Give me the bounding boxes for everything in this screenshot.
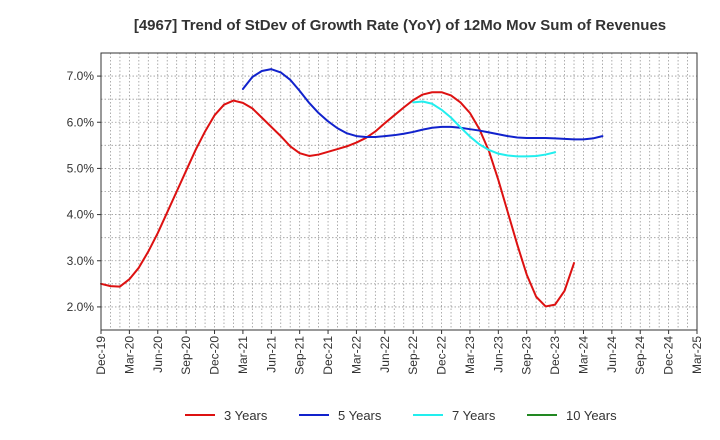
legend-label: 7 Years [452, 408, 496, 423]
x-axis-ticks: Dec-19 Mar-20 Jun-20 Sep-20 Dec-20 Mar-21 Jun-… [94, 330, 704, 375]
x-tick-label: Sep-24 [633, 336, 647, 375]
x-tick-label: Sep-20 [179, 336, 193, 375]
legend-label: 3 Years [224, 408, 268, 423]
x-tick-label: Dec-19 [94, 336, 108, 375]
y-tick-label: 5.0% [67, 161, 95, 175]
x-tick-label: Mar-25 [690, 336, 704, 374]
y-tick-label: 6.0% [67, 115, 95, 129]
x-tick-label: Dec-24 [662, 336, 676, 375]
y-tick-label: 4.0% [67, 208, 95, 222]
x-tick-label: Mar-23 [463, 336, 477, 374]
y-tick-label: 7.0% [67, 69, 95, 83]
legend: 3 Years 5 Years 7 Years 10 Years [185, 408, 617, 423]
series-line-5-years [241, 68, 604, 141]
series-line-7-years [412, 100, 557, 158]
x-tick-label: Mar-24 [576, 336, 590, 374]
chart-title: [4967] Trend of StDev of Growth Rate (Yo… [134, 17, 666, 34]
legend-label: 10 Years [566, 408, 617, 423]
plot-area-frame [100, 52, 698, 331]
y-tick-label: 2.0% [67, 300, 95, 314]
y-axis-ticks: 2.0% 3.0% 4.0% 5.0% 6.0% 7.0% [67, 69, 101, 314]
x-tick-label: Dec-23 [548, 336, 562, 375]
x-tick-label: Dec-22 [435, 336, 449, 375]
x-tick-label: Jun-20 [151, 336, 165, 373]
x-tick-label: Sep-23 [520, 336, 534, 375]
x-tick-label: Dec-21 [321, 336, 335, 375]
x-tick-label: Jun-21 [264, 336, 278, 373]
x-tick-label: Mar-21 [236, 336, 250, 374]
x-tick-label: Mar-22 [349, 336, 363, 374]
legend-label: 5 Years [338, 408, 382, 423]
grid [101, 53, 697, 330]
x-tick-label: Sep-21 [293, 336, 307, 375]
x-tick-label: Jun-24 [605, 336, 619, 373]
x-tick-label: Jun-23 [491, 336, 505, 373]
series-lines [100, 68, 604, 308]
x-tick-label: Sep-22 [406, 336, 420, 375]
series-line-3-years [100, 91, 576, 308]
x-tick-label: Jun-22 [378, 336, 392, 373]
x-tick-label: Dec-20 [208, 336, 222, 375]
y-tick-label: 3.0% [67, 254, 95, 268]
x-tick-label: Mar-20 [122, 336, 136, 374]
